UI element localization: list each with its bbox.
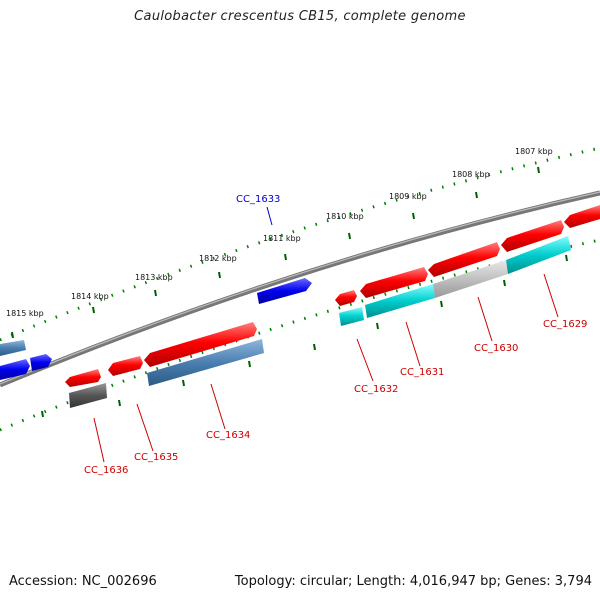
gene-leader-lines (93, 273, 559, 463)
topology-text: Topology: circular; Length: 4,016,947 bp… (234, 574, 592, 589)
cds-cc1631[interactable] (360, 267, 428, 298)
hit-cyan-1632 (339, 307, 364, 326)
cds-cc1629[interactable] (501, 220, 564, 252)
gene-cc1633[interactable] (257, 278, 312, 304)
hit-dark-1636 (69, 383, 107, 408)
gene-label-cc1633[interactable]: CC_1633 (236, 194, 280, 205)
cds-cc1634[interactable] (144, 322, 257, 367)
cds-next[interactable] (564, 205, 600, 228)
cds-cc1632[interactable] (335, 290, 357, 306)
other-gene-left-2 (0, 359, 30, 380)
cds-cc1635[interactable] (108, 356, 143, 376)
scale-label-1810: 1810 kbp (326, 212, 364, 221)
hit-gray-1630 (433, 260, 508, 298)
gene-label-cc1630[interactable]: CC_1630 (474, 343, 518, 354)
hit-blue-1634 (147, 339, 264, 386)
scale-label-1813: 1813 kbp (135, 273, 173, 282)
map-title: Caulobacter crescentus CB15, complete ge… (134, 9, 466, 24)
accession-text: Accession: NC_002696 (9, 574, 157, 589)
gene-label-cc1632[interactable]: CC_1632 (354, 384, 398, 395)
gene-label-cc1631[interactable]: CC_1631 (400, 367, 444, 378)
hit-cyan-1629 (506, 236, 571, 274)
gene-label-cc1635[interactable]: CC_1635 (134, 452, 178, 463)
scale-label-1809: 1809 kbp (389, 192, 427, 201)
other-gene-left-3 (30, 354, 52, 371)
inner-major-ticks (41, 254, 568, 418)
other-gene-left-1 (0, 340, 26, 356)
scale-label-1807: 1807 kbp (515, 147, 553, 156)
scale-label-1811: 1811 kbp (263, 234, 301, 243)
cds-cc1636[interactable] (65, 369, 101, 387)
hit-cyan-1631 (365, 284, 435, 318)
forward-cds-band (65, 205, 600, 387)
scale-label-1808: 1808 kbp (452, 170, 490, 179)
genome-backbone (0, 190, 600, 388)
scale-label-1814: 1814 kbp (71, 292, 109, 301)
leader-cc1633 (266, 206, 273, 226)
scale-label-1812: 1812 kbp (199, 254, 237, 263)
blast-hits (69, 236, 571, 408)
gene-label-cc1629[interactable]: CC_1629 (543, 319, 587, 330)
gene-label-cc1634[interactable]: CC_1634 (206, 430, 250, 441)
cds-cc1630[interactable] (428, 242, 500, 277)
scale-label-1815: 1815 kbp (6, 309, 44, 318)
gene-label-cc1636[interactable]: CC_1636 (84, 465, 128, 476)
outer-major-ticks (11, 166, 540, 339)
